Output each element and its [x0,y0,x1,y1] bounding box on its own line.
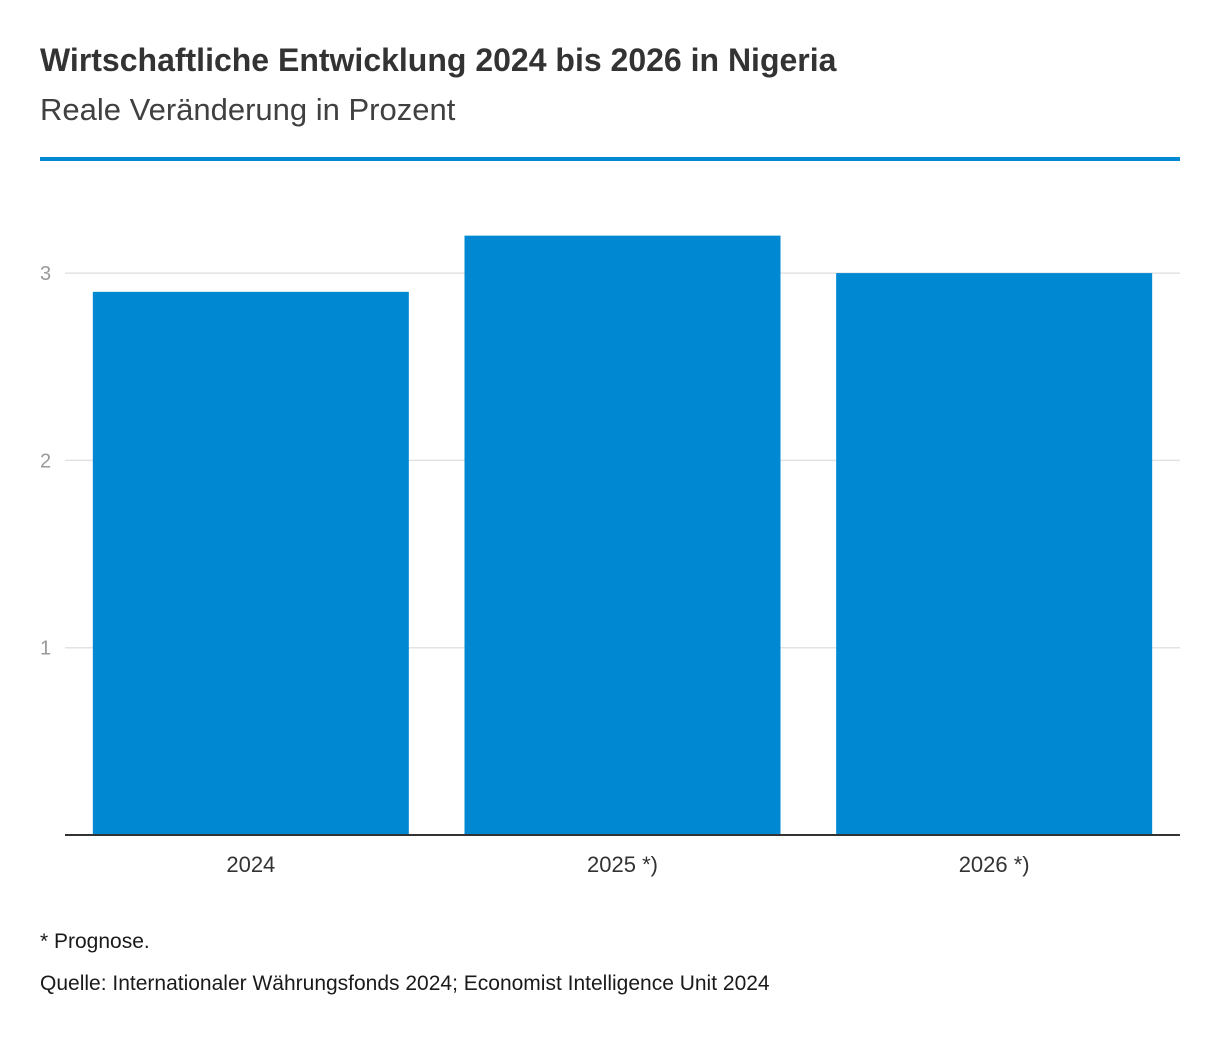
chart-title: Wirtschaftliche Entwicklung 2024 bis 202… [40,42,837,78]
bars [92,235,1153,836]
source-note: Quelle: Internationaler Währungsfonds 20… [40,972,770,995]
x-tick-label: 2026 *) [959,852,1030,877]
y-tick-label: 1 [40,638,51,660]
footnote: * Prognose. [40,930,150,953]
y-tick-label: 3 [40,263,51,285]
bar [464,235,781,835]
chart-subtitle: Reale Veränderung in Prozent [40,92,456,127]
x-tick-label: 2025 *) [587,852,658,877]
axes: 1 2 3 2024 2025 *) 2026 *) [40,263,1180,877]
y-tick-label: 2 [40,450,51,472]
bar [92,291,409,836]
x-tick-label: 2024 [226,852,275,877]
accent-rule [40,157,1180,161]
bar [836,273,1153,836]
bar-chart: 1 2 3 2024 2025 *) 2026 *) [40,235,1180,877]
